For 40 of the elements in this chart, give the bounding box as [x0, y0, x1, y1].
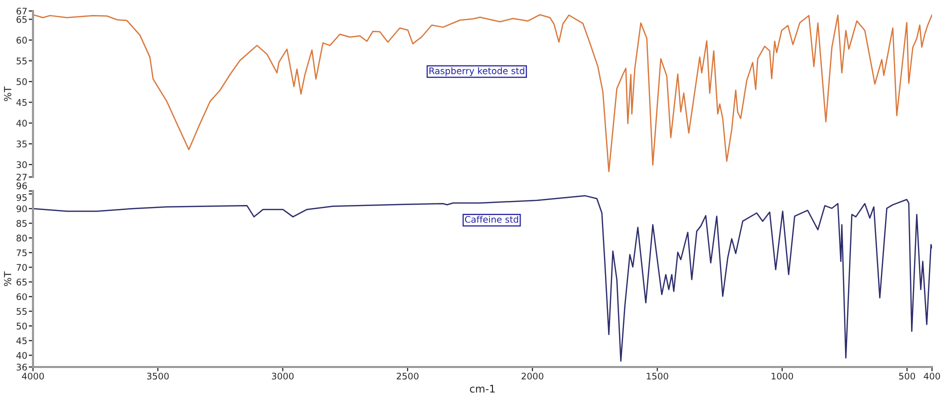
y-tick-label: 65	[16, 278, 27, 286]
y-tick-label: 30	[16, 161, 27, 168]
y-tick-label: 80	[16, 234, 27, 242]
y-tick-label: 50	[16, 322, 27, 330]
y-tick-label: 67	[16, 8, 27, 15]
x-tick-label: 1000	[772, 372, 794, 380]
line-series	[33, 195, 932, 362]
x-tick-label: 3500	[147, 372, 169, 380]
x-tick-label: 1500	[646, 372, 668, 380]
y-tick-label: 45	[16, 99, 27, 106]
x-axis-title: cm-1	[470, 384, 495, 393]
y-tick-label: 40	[16, 120, 27, 127]
text: Raspberry ketode std	[429, 67, 524, 76]
y-tick-label: 27	[16, 174, 27, 180]
x-tick-label: 2500	[396, 372, 418, 380]
y-tick-label: 60	[16, 36, 27, 44]
y-axis-title: %T	[4, 86, 12, 102]
y-tick-label: 40	[16, 352, 27, 359]
y-tick-label: 55	[16, 308, 27, 315]
y-tick-label: 60	[16, 293, 27, 300]
y-tick-label: 55	[16, 58, 27, 64]
line-series	[33, 14, 932, 172]
y-tick-label: 90	[16, 205, 27, 212]
y-tick-label: 75	[16, 249, 27, 256]
x-tick-label: 2000	[522, 372, 544, 380]
y-tick-label: 85	[16, 220, 27, 227]
y-tick-label: 95	[16, 194, 27, 201]
y-tick-label: 35	[16, 140, 27, 148]
y-tick-label: 96	[16, 182, 27, 190]
x-tick-label: 4000	[22, 372, 44, 380]
y-tick-label: 65	[16, 16, 27, 23]
x-tick-label: 500	[899, 372, 916, 380]
y-tick-label: 50	[16, 78, 27, 86]
y-tick-label: 45	[16, 337, 27, 344]
y-tick-label: 36	[16, 364, 27, 371]
y-tick-label: 70	[16, 264, 27, 271]
y-axis-title: %T	[4, 271, 12, 286]
x-tick-label: 3000	[272, 372, 294, 380]
x-tick-label: 400	[924, 372, 940, 380]
series-label: Caffeine std	[465, 216, 518, 223]
